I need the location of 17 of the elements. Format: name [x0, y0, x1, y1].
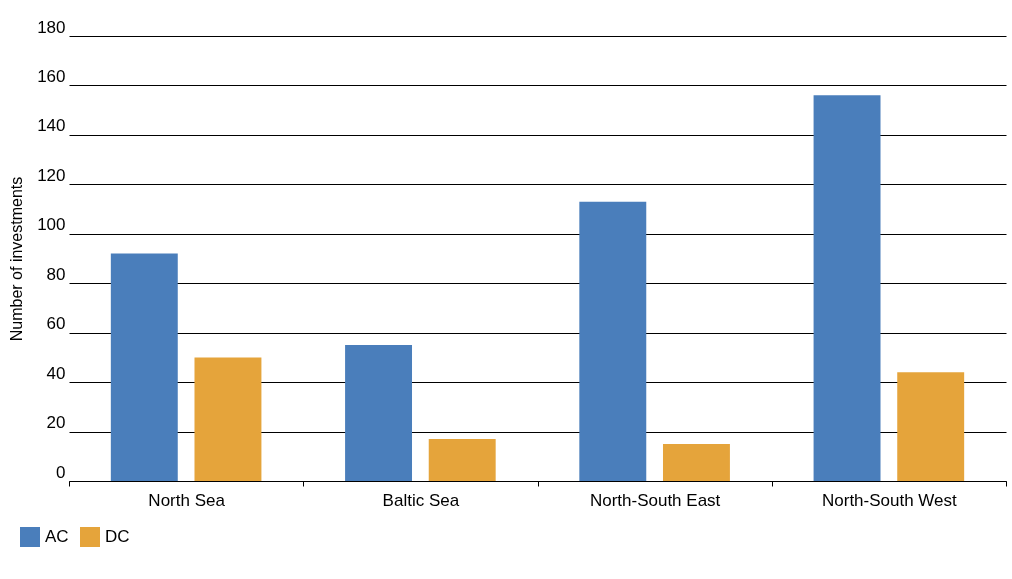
x-tick-label: North Sea	[148, 490, 226, 510]
y-axis-title: Number of investments	[8, 176, 26, 342]
y-tick-label: 100	[37, 215, 66, 235]
y-tick-label: 20	[46, 413, 66, 433]
y-tick-label: 60	[46, 314, 66, 334]
x-tick-label: Baltic Sea	[382, 490, 460, 510]
y-tick-label: 140	[37, 116, 66, 136]
y-tick-label: 180	[37, 17, 66, 37]
y-tick-label: 0	[56, 462, 66, 482]
y-tick-label: 160	[37, 66, 66, 86]
legend-label: AC	[45, 527, 69, 546]
y-tick-label: 40	[46, 363, 66, 383]
legend-label: DC	[105, 527, 130, 546]
x-tick-label: North-South East	[589, 490, 721, 510]
y-tick-label: 80	[46, 264, 66, 284]
y-tick-label: 120	[37, 165, 66, 185]
x-tick-label: North-South West	[821, 490, 958, 510]
